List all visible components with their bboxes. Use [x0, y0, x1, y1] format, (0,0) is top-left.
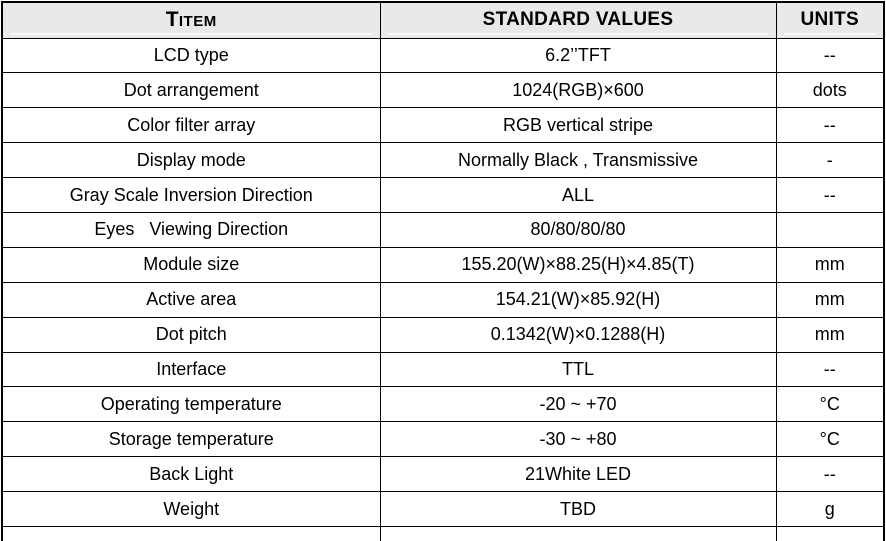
table-row: Gray Scale Inversion Direction ALL --: [1, 177, 885, 213]
item-cell: Interface: [1, 351, 381, 388]
item-cell: Dot arrangement: [1, 72, 381, 109]
table-row: Module size 155.20(W)×88.25(H)×4.85(T) m…: [1, 246, 885, 283]
table-row: Eyes Viewing Direction 80/80/80/80: [1, 211, 885, 248]
table-header-row: TITEM STANDARD VALUES UNITS: [1, 1, 885, 39]
unit-cell: --: [775, 456, 885, 493]
unit-cell: mm: [775, 281, 885, 318]
item-cell: Color filter array: [1, 107, 381, 144]
unit-cell: --: [775, 177, 885, 213]
table-row-partial: [1, 525, 885, 541]
standard-values-column-header: STANDARD VALUES: [379, 1, 777, 39]
value-cell: RGB vertical stripe: [379, 107, 777, 144]
item-header-prefix: T: [165, 8, 179, 32]
item-header-rest: ITEM: [178, 13, 217, 31]
unit-cell: °C: [775, 421, 885, 458]
value-cell: 6.2’’TFT: [379, 37, 777, 74]
table-row: Color filter array RGB vertical stripe -…: [1, 107, 885, 144]
table-row: Operating temperature -20 ~ +70 °C: [1, 386, 885, 423]
value-cell: TBD: [379, 491, 777, 527]
units-column-header: UNITS: [775, 1, 885, 39]
unit-cell: --: [775, 107, 885, 144]
table-row: Weight TBD g: [1, 491, 885, 527]
value-cell: 155.20(W)×88.25(H)×4.85(T): [379, 246, 777, 283]
unit-cell: --: [775, 37, 885, 74]
table-row: Active area 154.21(W)×85.92(H) mm: [1, 281, 885, 318]
item-cell: Weight: [1, 491, 381, 527]
unit-cell: [775, 525, 885, 541]
item-cell: Gray Scale Inversion Direction: [1, 177, 381, 213]
table-row: Interface TTL --: [1, 351, 885, 388]
value-cell: 80/80/80/80: [379, 211, 777, 248]
value-cell: -30 ~ +80: [379, 421, 777, 458]
item-cell: Storage temperature: [1, 421, 381, 458]
value-cell: 154.21(W)×85.92(H): [379, 281, 777, 318]
value-cell: ALL: [379, 177, 777, 213]
table-row: Dot pitch 0.1342(W)×0.1288(H) mm: [1, 316, 885, 353]
item-cell: Module size: [1, 246, 381, 283]
value-cell: [379, 525, 777, 541]
item-cell: Dot pitch: [1, 316, 381, 353]
table-row: Dot arrangement 1024(RGB)×600 dots: [1, 72, 885, 109]
table-row: Back Light 21White LED --: [1, 456, 885, 493]
unit-cell: °C: [775, 386, 885, 423]
value-cell: 1024(RGB)×600: [379, 72, 777, 109]
unit-cell: g: [775, 491, 885, 527]
item-cell: Display mode: [1, 142, 381, 179]
value-cell: 21White LED: [379, 456, 777, 493]
unit-cell: mm: [775, 246, 885, 283]
value-cell: Normally Black , Transmissive: [379, 142, 777, 179]
unit-cell: dots: [775, 72, 885, 109]
unit-cell: [775, 211, 885, 248]
unit-cell: mm: [775, 316, 885, 353]
item-cell: Active area: [1, 281, 381, 318]
item-cell: [1, 525, 381, 541]
item-cell: Operating temperature: [1, 386, 381, 423]
table-row: Display mode Normally Black , Transmissi…: [1, 142, 885, 179]
unit-cell: --: [775, 351, 885, 388]
table-row: LCD type 6.2’’TFT --: [1, 37, 885, 74]
item-column-header: TITEM: [1, 1, 381, 39]
value-cell: 0.1342(W)×0.1288(H): [379, 316, 777, 353]
value-cell: -20 ~ +70: [379, 386, 777, 423]
item-cell: Back Light: [1, 456, 381, 493]
item-cell: LCD type: [1, 37, 381, 74]
unit-cell: -: [775, 142, 885, 179]
table-row: Storage temperature -30 ~ +80 °C: [1, 421, 885, 458]
item-cell: Eyes Viewing Direction: [1, 211, 381, 248]
value-cell: TTL: [379, 351, 777, 388]
